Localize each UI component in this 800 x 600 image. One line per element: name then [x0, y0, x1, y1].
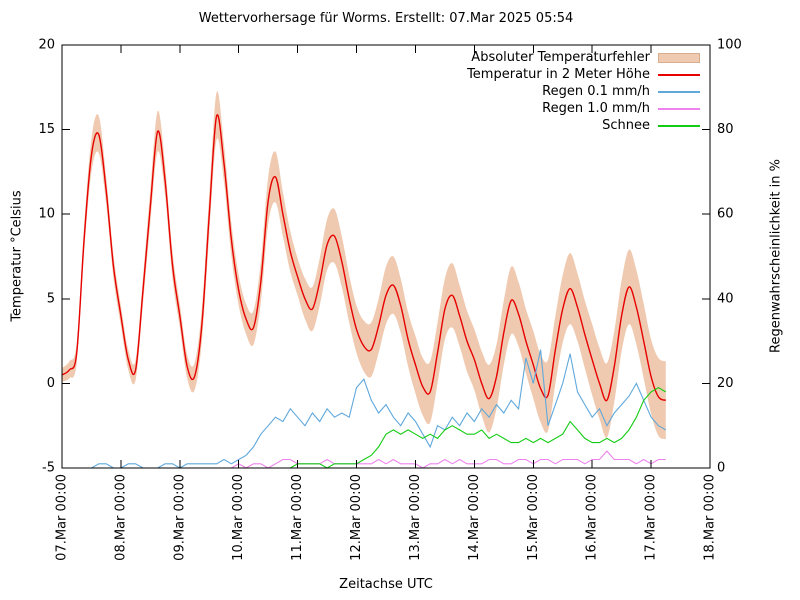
y-axis-left-title: Temperatur °Celsius	[9, 190, 25, 322]
y-right-tick-label: 40	[717, 291, 734, 306]
rain-01-line-swatch	[658, 90, 700, 93]
x-tick-label: 13.Mar 00:00	[408, 474, 423, 561]
rain-10-line-swatch	[658, 107, 700, 110]
x-tick-label: 18.Mar 00:00	[703, 474, 718, 561]
x-tick-label: 17.Mar 00:00	[644, 474, 659, 561]
legend: Absoluter Temperaturfehler Temperatur in…	[467, 51, 700, 132]
x-tick-label: 11.Mar 00:00	[290, 474, 305, 561]
y-left-tick-label: 20	[38, 38, 55, 53]
y-right-tick-label: 0	[717, 461, 725, 476]
temperature-error-band-swatch	[658, 52, 700, 63]
y-left-tick-label: 15	[38, 122, 55, 137]
y-left-tick-label: -5	[42, 461, 55, 476]
y-left-tick-label: 0	[47, 376, 55, 391]
x-axis-title: Zeitachse UTC	[339, 577, 433, 592]
series-line-schnee	[62, 386, 667, 469]
legend-item-rain-01: Regen 0.1 mm/h	[542, 85, 700, 98]
y-right-tick-label: 80	[717, 122, 734, 137]
legend-label: Regen 0.1 mm/h	[542, 84, 650, 99]
x-tick-label: 14.Mar 00:00	[467, 474, 482, 561]
legend-item-temperature: Temperatur in 2 Meter Höhe	[467, 68, 700, 81]
x-tick-label: 16.Mar 00:00	[585, 474, 600, 561]
legend-item-rain-10: Regen 1.0 mm/h	[542, 102, 700, 115]
legend-label: Absoluter Temperaturfehler	[471, 50, 650, 65]
temperature-line-swatch	[658, 73, 700, 76]
series-line-regen-0-1-mm-h	[62, 349, 667, 469]
plot-frame	[61, 44, 711, 469]
legend-label: Regen 1.0 mm/h	[542, 101, 650, 116]
x-tick-label: 07.Mar 00:00	[55, 474, 70, 561]
legend-label: Temperatur in 2 Meter Höhe	[467, 67, 650, 82]
chart-title: Wettervorhersage für Worms. Erstellt: 07…	[198, 11, 574, 26]
y-axis-right-title: Regenwahrscheinlichkeit in %	[768, 159, 784, 353]
snow-line-swatch	[658, 124, 700, 127]
y-right-tick-label: 60	[717, 207, 734, 222]
x-tick-label: 10.Mar 00:00	[231, 474, 246, 561]
legend-item-snow: Schnee	[602, 119, 700, 132]
legend-label: Schnee	[602, 118, 650, 133]
y-left-tick-label: 10	[38, 207, 55, 222]
y-right-tick-label: 20	[717, 376, 734, 391]
series-band-temperaturfehler	[62, 91, 666, 440]
x-tick-label: 12.Mar 00:00	[349, 474, 364, 561]
x-tick-label: 15.Mar 00:00	[526, 474, 541, 561]
legend-item-temperature-error: Absoluter Temperaturfehler	[471, 51, 700, 64]
y-right-tick-label: 100	[717, 38, 742, 53]
x-tick-label: 08.Mar 00:00	[113, 474, 128, 561]
x-tick-label: 09.Mar 00:00	[172, 474, 187, 561]
series-line-temperatur	[61, 114, 667, 402]
y-left-tick-label: 5	[47, 291, 55, 306]
